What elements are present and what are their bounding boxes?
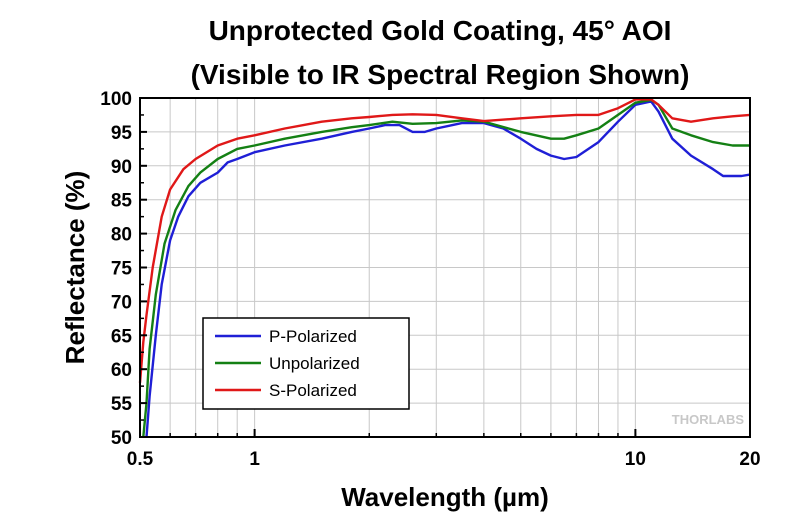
x-tick-label: 1 [249,449,260,470]
x-tick-label: 0.5 [127,449,154,470]
y-tick-label: 100 [100,89,132,110]
y-tick-label: 65 [111,326,133,347]
y-axis-label: Reflectance (%) [60,171,90,365]
legend: P-Polarized Unpolarized S-Polarized [202,317,410,410]
legend-label-1: Unpolarized [269,354,360,373]
legend-label-2: S-Polarized [269,381,357,400]
series-line-2 [138,98,751,383]
chart-title-line-1: Unprotected Gold Coating, 45° AOI [209,15,672,46]
x-tick-label: 10 [625,449,646,470]
legend-label-0: P-Polarized [269,327,357,346]
series-line-0 [145,100,751,438]
series-lines [138,98,751,438]
y-tick-label: 95 [111,123,133,144]
y-tick-label: 80 [111,225,132,246]
thorlabs-watermark: THORLABS [672,412,745,427]
grid [140,98,750,437]
x-tick-label: 20 [739,449,760,470]
y-tick-label: 75 [111,259,133,280]
y-tick-label: 90 [111,157,132,178]
chart-title-line-2: (Visible to IR Spectral Region Shown) [191,59,690,90]
y-tick-label: 85 [111,191,133,212]
y-tick-label: 70 [111,292,132,313]
y-tick-label: 50 [111,428,132,449]
y-tick-label: 60 [111,360,132,381]
y-tick-label: 55 [111,394,133,415]
x-axis-label: Wavelength (µm) [341,482,549,512]
axis-ticks: 0.5 1 10 20 50 55 60 65 70 75 80 85 90 95 100 [100,89,760,470]
